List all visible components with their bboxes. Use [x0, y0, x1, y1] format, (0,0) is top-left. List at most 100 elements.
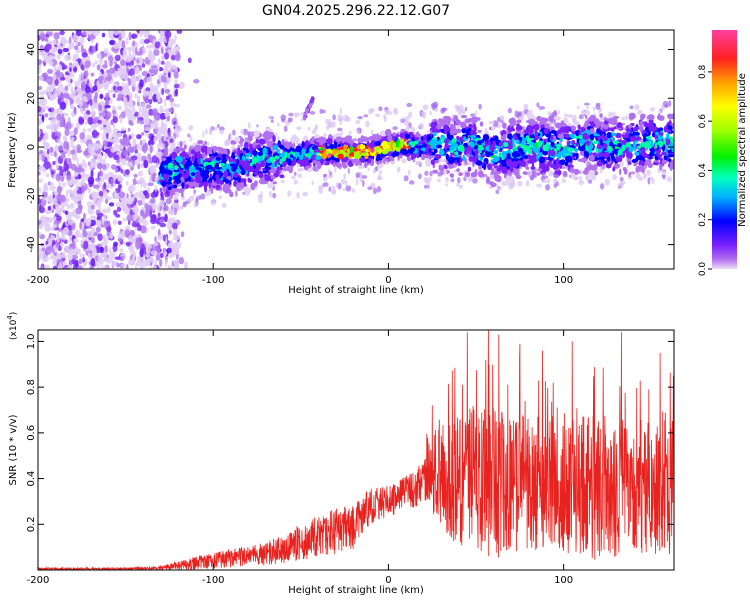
spectrogram-cell: [104, 104, 111, 109]
spectrogram-cell: [153, 121, 157, 130]
spectrogram-cell: [666, 176, 673, 183]
spectrogram-cell: [49, 95, 54, 102]
spectrogram-cell: [73, 45, 79, 50]
spectrogram-cell: [38, 178, 44, 183]
spectrogram-cell: [92, 30, 99, 37]
spectrogram-cell: [336, 136, 343, 140]
spectrogram-cell: [103, 213, 106, 221]
spectrogram-cell: [125, 169, 130, 175]
spectrogram-cell: [170, 54, 176, 61]
spectrogram-cell: [434, 108, 438, 112]
spectrogram-cell: [472, 178, 478, 184]
spectrogram-cell: [113, 190, 117, 196]
spectrogram-cell: [136, 119, 140, 124]
spectrogram-cell: [49, 146, 54, 153]
spectrogram-cell: [61, 254, 66, 259]
spectrogram-cell: [193, 189, 196, 194]
spectrogram-cell: [70, 248, 78, 255]
spectrogram-cell: [87, 251, 91, 258]
spectrogram-cell: [143, 159, 149, 169]
spectrogram-cell: [144, 142, 147, 147]
spectrogram-cell: [65, 75, 71, 83]
spectrogram-cell: [39, 206, 45, 214]
spectrogram-cell: [458, 172, 463, 177]
spectrogram-cell: [274, 160, 279, 164]
spectrogram-cell: [648, 130, 651, 136]
spectrogram-cell: [62, 182, 66, 187]
spectrogram-cell: [121, 159, 127, 166]
spectrogram-cell: [66, 189, 69, 198]
chart-title: GN04.2025.296.22.12.G07: [262, 3, 450, 19]
spectrogram-cell: [187, 57, 192, 64]
spectrogram-cell: [41, 253, 47, 262]
spectrogram-cell: [60, 152, 66, 159]
spectrogram-cell: [81, 81, 86, 90]
spectrogram-cell: [160, 30, 165, 35]
spectrogram-cell: [309, 111, 316, 115]
spectrogram-cell: [82, 230, 88, 238]
spectrogram-cell: [131, 74, 136, 84]
spectrogram-cell: [59, 116, 66, 121]
spectrogram-cell: [104, 152, 108, 159]
spectrogram-cell: [515, 125, 523, 132]
spectrogram-cell: [443, 168, 447, 176]
spectrogram-cell: [159, 258, 163, 268]
spectrogram-cell: [153, 49, 160, 56]
spectrogram-cell: [164, 30, 172, 39]
spectrogram-cell: [73, 107, 77, 115]
spectrogram-cell: [63, 239, 68, 245]
spectrogram-cell: [145, 104, 152, 109]
spectrogram-cell: [404, 121, 410, 126]
spectrogram-cell: [235, 190, 238, 197]
spectrogram-cell: [509, 173, 512, 177]
spectrogram-cell: [343, 173, 347, 180]
spectrogram-cell: [51, 107, 55, 113]
spectrogram-cell: [126, 161, 132, 167]
spectrogram-cell: [157, 143, 160, 150]
spectrogram-cell: [70, 41, 74, 49]
spectrogram-cell: [216, 123, 220, 128]
spectrogram-cell: [585, 176, 589, 181]
spectrogram-cell: [426, 179, 431, 186]
spectrogram-cell: [95, 226, 101, 233]
spectrogram-cell: [131, 33, 138, 39]
spectrogram-cell: [127, 186, 133, 192]
spectrogram-cell: [502, 122, 507, 129]
spectrogram-cell: [221, 202, 227, 208]
spectrogram-cell: [161, 88, 164, 95]
spectrogram-cell: [160, 191, 164, 198]
spectrogram-cell: [129, 99, 133, 107]
spectrogram-cell: [146, 76, 153, 83]
spectrogram-cell: [578, 176, 583, 180]
spectrogram-cell: [140, 132, 145, 136]
spectrogram-cell: [491, 121, 494, 125]
spectrogram-cell: [117, 220, 122, 225]
spectrogram-cell: [98, 104, 103, 112]
spectrogram-cell: [70, 86, 74, 93]
spectrogram-cell: [90, 169, 94, 178]
spectrogram-cell: [90, 110, 97, 117]
spectrogram-cell: [507, 133, 511, 139]
spectrogram-cell: [247, 177, 251, 182]
spectrogram-cell: [42, 89, 49, 94]
spectrogram-cell: [176, 132, 180, 139]
spectrogram-cell: [411, 154, 417, 159]
spectrogram-cell: [658, 110, 661, 114]
spectrogram-cell: [195, 151, 199, 157]
spectrogram-cell: [449, 173, 455, 178]
spectrogram-cell: [162, 206, 167, 211]
spectrogram-cell: [77, 248, 81, 255]
spectrogram-cell: [124, 97, 128, 105]
spectrogram-cell: [47, 206, 51, 211]
spectrogram-cell: [92, 85, 98, 92]
spectrogram-cell: [283, 125, 288, 132]
spectrogram-cell: [647, 177, 651, 185]
spectrogram-cell: [331, 188, 336, 196]
spectrogram-cell: [42, 185, 49, 193]
spectrogram-cell: [92, 129, 98, 138]
spectrogram-cell: [401, 158, 407, 164]
spectrogram-cell: [99, 154, 103, 160]
spectrogram-cell: [493, 149, 499, 155]
spectrogram-cell: [84, 121, 88, 126]
spectrogram-cell: [56, 185, 63, 194]
